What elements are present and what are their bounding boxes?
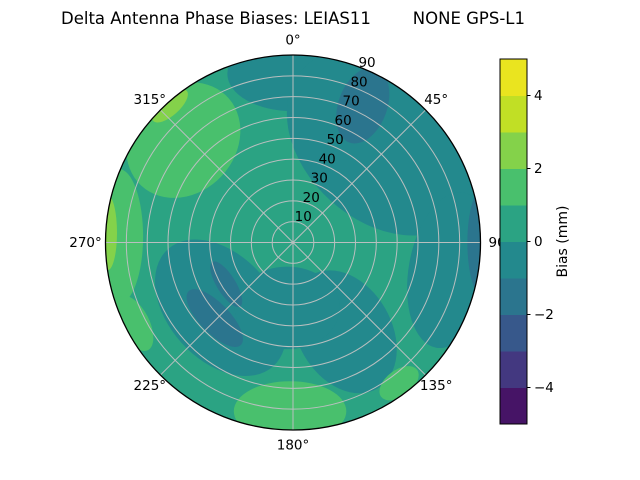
r-tick-label: 40 bbox=[319, 151, 336, 167]
colorbar-band bbox=[500, 168, 527, 206]
r-tick-label: 30 bbox=[311, 171, 328, 187]
contour-region bbox=[467, 186, 481, 299]
r-tick-labels: 10 20 30 40 50 60 70 80 90 bbox=[295, 55, 376, 225]
contour-region bbox=[234, 266, 340, 350]
contour-region bbox=[186, 289, 243, 347]
contour-region bbox=[105, 195, 118, 271]
colorbar-band bbox=[500, 387, 527, 425]
polar-outline bbox=[104, 54, 482, 431]
colorbar-band bbox=[500, 241, 527, 279]
colorbar-band bbox=[500, 314, 527, 352]
theta-gridline bbox=[292, 109, 426, 243]
r-tick-label: 80 bbox=[350, 74, 367, 90]
r-tick-label: 60 bbox=[335, 113, 352, 129]
colorbar-tick-label: 2 bbox=[534, 161, 543, 177]
colorbar-tick-label: −2 bbox=[534, 307, 554, 323]
r-tick-label: 20 bbox=[303, 190, 320, 206]
colorbar-band bbox=[500, 351, 527, 388]
colorbar-band bbox=[500, 59, 527, 96]
theta-tick-label: 225° bbox=[134, 378, 167, 394]
theta-tick-label: 45° bbox=[424, 92, 448, 108]
theta-tick-label: 270° bbox=[69, 235, 102, 251]
r-tick-label: 10 bbox=[295, 209, 312, 225]
theta-tick-label: 135° bbox=[420, 378, 453, 394]
polar-grid bbox=[105, 55, 481, 430]
contour-region bbox=[210, 261, 243, 308]
colorbar-band bbox=[500, 205, 527, 242]
r-tick-label: 90 bbox=[358, 55, 375, 71]
contour-region bbox=[336, 67, 390, 144]
colorbar-band bbox=[500, 132, 527, 169]
theta-gridline bbox=[160, 109, 294, 243]
theta-gridline bbox=[292, 242, 426, 376]
colorbar-band bbox=[500, 95, 527, 133]
colorbar-tick-label: 4 bbox=[534, 88, 543, 104]
colorbar-tick-label: −4 bbox=[534, 380, 554, 396]
colorbar-band bbox=[500, 278, 527, 315]
theta-tick-label: 0° bbox=[285, 33, 300, 49]
contour-region bbox=[115, 295, 154, 351]
colorbar: −4 −2 0 2 4 Bias (mm) bbox=[499, 58, 571, 425]
colorbar-tick-label: 0 bbox=[534, 234, 543, 250]
colorbar-label: Bias (mm) bbox=[555, 205, 571, 277]
theta-gridline bbox=[160, 242, 294, 376]
r-tick-label: 70 bbox=[343, 94, 360, 110]
contour-region bbox=[233, 381, 347, 430]
theta-tick-label: 315° bbox=[134, 92, 167, 108]
theta-tick-label: 180° bbox=[277, 438, 310, 454]
theta-tick-labels: 0°45°90°135°180°225°270°315° bbox=[69, 33, 512, 454]
r-tick-label: 50 bbox=[327, 132, 344, 148]
chart-title: Delta Antenna Phase Biases: LEIAS11 NONE… bbox=[61, 9, 525, 28]
contour-region bbox=[152, 89, 188, 123]
